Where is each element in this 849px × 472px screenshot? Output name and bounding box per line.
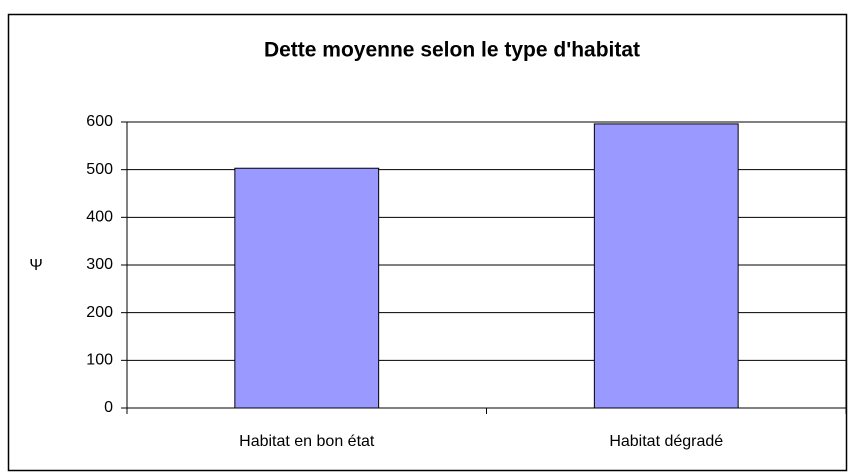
y-tick-label: 600 bbox=[86, 113, 113, 130]
y-tick-label: 0 bbox=[104, 399, 113, 416]
y-axis-label: Ψ bbox=[29, 257, 42, 274]
x-tick-label: Habitat en bon état bbox=[239, 433, 375, 450]
y-tick-label: 500 bbox=[86, 161, 113, 178]
y-tick-label: 400 bbox=[86, 209, 113, 226]
chart-title: Dette moyenne selon le type d'habitat bbox=[264, 39, 640, 62]
bar bbox=[234, 167, 380, 409]
y-tick-label: 300 bbox=[86, 256, 113, 273]
y-tick-label: 200 bbox=[86, 304, 113, 321]
y-tick-label: 100 bbox=[86, 352, 113, 369]
x-tick-label: Habitat dégradé bbox=[609, 433, 723, 450]
bar bbox=[593, 123, 739, 409]
